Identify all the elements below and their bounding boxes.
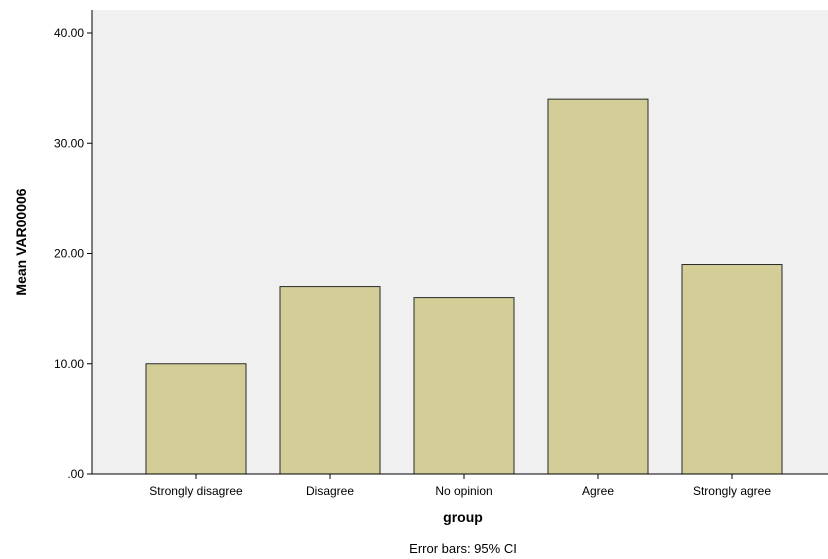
x-tick-label: No opinion bbox=[435, 484, 492, 498]
y-axis-title: Mean VAR00006 bbox=[13, 188, 29, 295]
y-tick-label: 30.00 bbox=[54, 136, 84, 150]
y-ticks-group: .00 10.00 20.00 30.00 40.00 bbox=[54, 26, 92, 481]
bar-agree bbox=[547, 98, 649, 475]
y-tick-label: .00 bbox=[67, 467, 84, 481]
x-tick-label: Strongly agree bbox=[693, 484, 771, 498]
y-tick-label: 20.00 bbox=[54, 247, 84, 261]
x-axis-title: group bbox=[443, 509, 483, 525]
x-tick-label: Disagree bbox=[306, 484, 354, 498]
x-tick-label: Strongly disagree bbox=[149, 484, 243, 498]
bar-no-opinion bbox=[413, 297, 515, 475]
bar-disagree bbox=[279, 286, 381, 475]
x-ticks-group: Strongly disagree Disagree No opinion Agree… bbox=[149, 474, 771, 498]
bars-group bbox=[145, 98, 783, 475]
x-tick-label: Agree bbox=[582, 484, 614, 498]
footnote: Error bars: 95% CI bbox=[409, 541, 517, 556]
bar-strongly-agree bbox=[681, 264, 783, 475]
y-tick-label: 40.00 bbox=[54, 26, 84, 40]
bar-strongly-disagree bbox=[145, 363, 247, 475]
y-tick-label: 10.00 bbox=[54, 357, 84, 371]
